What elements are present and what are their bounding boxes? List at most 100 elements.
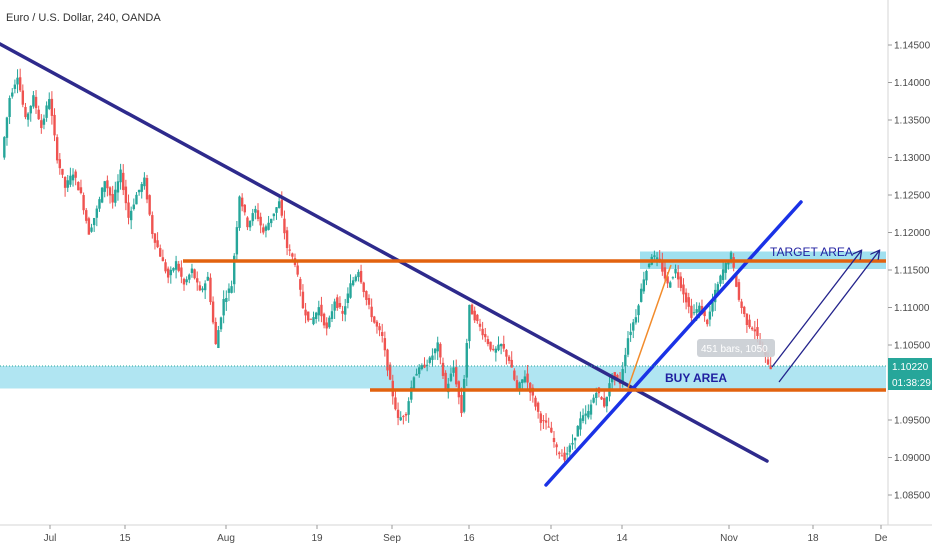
price-tick-label: 1.09000: [894, 453, 931, 464]
candle-body: [415, 373, 418, 376]
candles-layer[interactable]: [3, 68, 772, 463]
candle-body: [156, 240, 159, 248]
candle-body: [721, 269, 725, 281]
drawings-layer[interactable]: TARGET AREA BUY AREA 451 bars, 1050: [0, 42, 888, 487]
candle-body: [48, 99, 51, 109]
candle: [264, 224, 268, 238]
candle-body: [418, 367, 421, 375]
candle-body: [95, 208, 99, 218]
bars-measure-tooltip: 451 bars, 1050: [697, 339, 775, 357]
candle-body: [336, 297, 339, 308]
candle-body: [211, 301, 215, 323]
price-axis[interactable]: 1.14500 1.14000 1.13500 1.13000 1.12500 1.120…: [887, 0, 932, 550]
time-axis[interactable]: Jul 15 Aug 19 Sep 16 Oct 14 Nov 18 De: [0, 524, 932, 544]
candle: [66, 174, 69, 192]
candle-body: [523, 376, 527, 383]
candle: [375, 319, 379, 334]
candle-body: [460, 394, 463, 414]
candle: [647, 262, 651, 269]
candle: [536, 401, 540, 419]
candle: [336, 294, 339, 311]
candle-body: [256, 210, 260, 219]
candle-body: [98, 199, 101, 209]
candle: [669, 280, 672, 289]
candle-body: [682, 284, 685, 295]
candle: [539, 411, 542, 431]
candle-body: [82, 195, 85, 211]
candle-body: [513, 370, 516, 380]
candle: [676, 265, 680, 288]
measure-line[interactable]: [627, 264, 672, 389]
candle: [370, 298, 373, 322]
candle: [18, 68, 22, 93]
candle-body: [595, 392, 598, 398]
candle-body: [164, 262, 167, 272]
time-tick-label: 19: [311, 533, 323, 544]
candle: [518, 381, 521, 395]
candle-body: [492, 348, 495, 350]
candle-body: [55, 137, 59, 161]
candle: [602, 389, 606, 408]
time-tick-label: 14: [616, 533, 628, 544]
candle-body: [394, 397, 397, 410]
candle-body: [159, 248, 162, 257]
projection-arrow-2[interactable]: [778, 251, 879, 383]
candle-body: [140, 184, 143, 192]
price-tick-label: 1.14000: [894, 78, 931, 89]
candle: [624, 347, 627, 374]
candle: [362, 281, 365, 298]
candle-body: [478, 323, 482, 327]
candle-body: [703, 310, 706, 317]
candle-body: [29, 105, 32, 114]
candle: [267, 215, 270, 231]
candle: [127, 194, 130, 225]
candle-body: [264, 226, 268, 231]
candle-body: [706, 319, 709, 325]
candle-body: [510, 359, 513, 368]
candle: [203, 280, 207, 299]
candle: [473, 306, 476, 323]
current-price-badge[interactable]: [888, 358, 932, 374]
candle: [166, 266, 170, 284]
candle: [119, 163, 122, 190]
candle: [148, 194, 151, 217]
candle-body: [613, 372, 616, 378]
candle-body: [536, 402, 540, 412]
candle-body: [262, 227, 265, 233]
candle: [240, 193, 244, 212]
candle: [45, 101, 48, 122]
candle-body: [151, 215, 154, 234]
candle-body: [727, 262, 730, 265]
candle: [116, 174, 120, 201]
candle-body: [32, 95, 35, 107]
candle-body: [716, 284, 720, 295]
candle-body: [645, 270, 648, 281]
time-tick-label: Jul: [44, 533, 57, 544]
candle: [21, 84, 25, 108]
candle: [399, 411, 402, 422]
candle-body: [367, 297, 371, 305]
projection-arrow-1[interactable]: [771, 251, 861, 368]
candle: [198, 281, 202, 292]
candle-body: [283, 218, 286, 234]
candle-body: [209, 277, 212, 303]
time-tick-label: Aug: [217, 533, 235, 544]
candle-body: [412, 377, 416, 389]
candle: [283, 210, 286, 240]
candle: [90, 223, 93, 233]
candle: [11, 88, 14, 99]
candle-body: [542, 420, 545, 422]
candle: [721, 261, 725, 284]
candle-body: [573, 437, 577, 441]
candle: [48, 92, 51, 111]
candle-body: [135, 194, 138, 205]
candle: [243, 204, 246, 216]
candle: [547, 417, 550, 428]
candle: [663, 261, 667, 284]
candle: [307, 311, 310, 323]
candle-body: [288, 249, 291, 251]
candle: [415, 368, 418, 376]
uptrend-line[interactable]: [544, 200, 803, 487]
candle: [182, 277, 186, 291]
